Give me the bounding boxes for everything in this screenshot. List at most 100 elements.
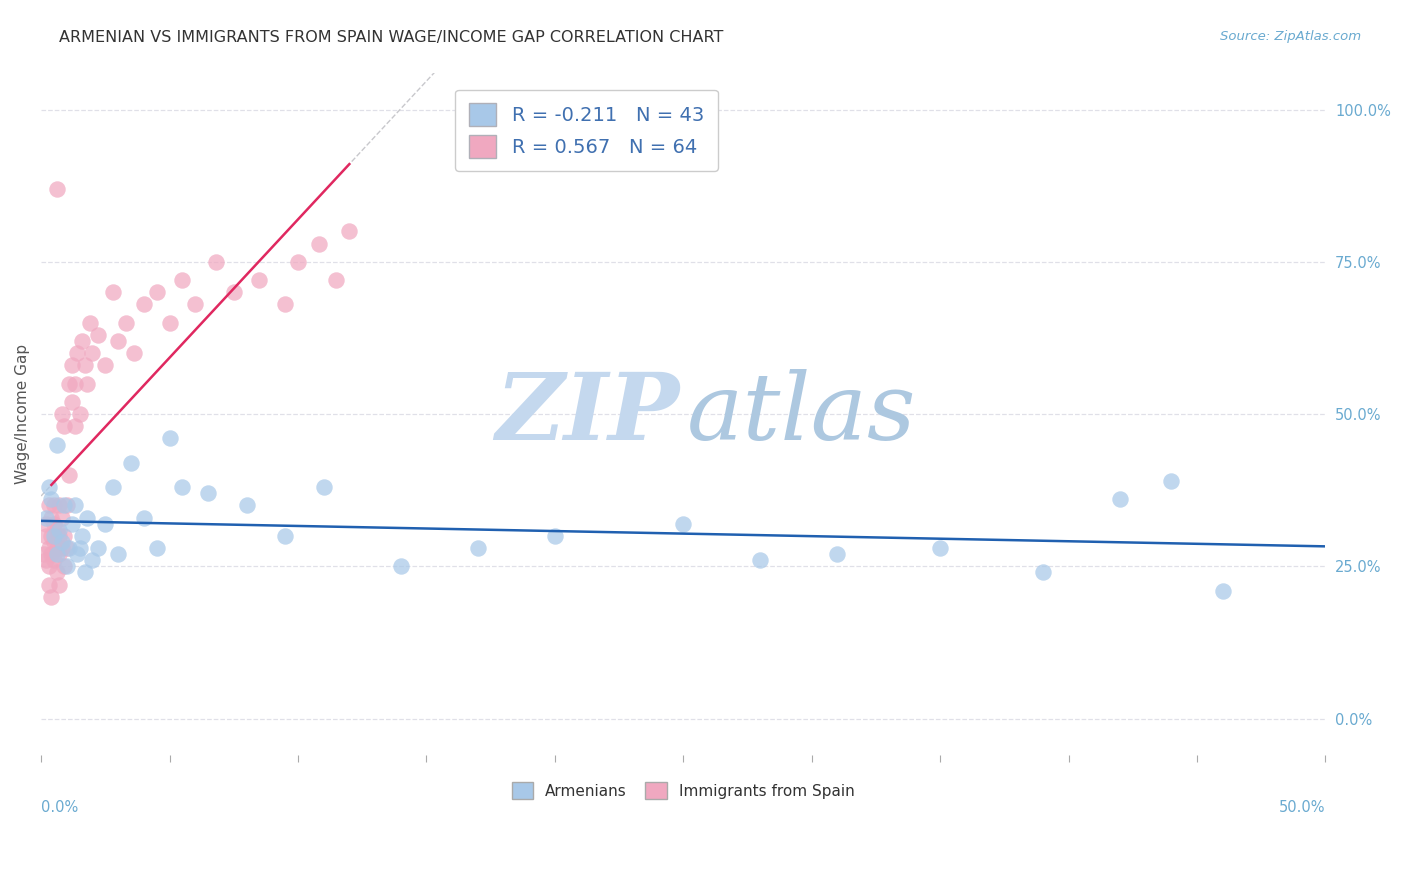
Point xyxy=(51,510,73,524)
Point xyxy=(115,316,138,330)
Point xyxy=(42,529,65,543)
Point xyxy=(101,285,124,300)
Point xyxy=(48,529,70,543)
Point xyxy=(73,359,96,373)
Point xyxy=(82,553,104,567)
Point xyxy=(56,499,79,513)
Point xyxy=(544,529,567,543)
Point xyxy=(107,547,129,561)
Point xyxy=(42,535,65,549)
Point xyxy=(274,297,297,311)
Point xyxy=(159,316,181,330)
Point xyxy=(35,510,58,524)
Point xyxy=(60,516,83,531)
Point xyxy=(35,516,58,531)
Point xyxy=(42,516,65,531)
Point xyxy=(145,285,167,300)
Point xyxy=(66,547,89,561)
Point xyxy=(197,486,219,500)
Point xyxy=(79,316,101,330)
Point xyxy=(69,407,91,421)
Point xyxy=(1160,474,1182,488)
Point xyxy=(63,376,86,391)
Point xyxy=(389,559,412,574)
Point xyxy=(145,541,167,555)
Point xyxy=(53,419,76,434)
Point xyxy=(45,541,67,555)
Point xyxy=(38,541,60,555)
Point xyxy=(107,334,129,348)
Point xyxy=(749,553,772,567)
Point xyxy=(325,273,347,287)
Point xyxy=(35,553,58,567)
Point xyxy=(94,359,117,373)
Point xyxy=(56,541,79,555)
Point xyxy=(672,516,695,531)
Point xyxy=(274,529,297,543)
Point xyxy=(51,407,73,421)
Point xyxy=(172,273,194,287)
Point xyxy=(66,346,89,360)
Point xyxy=(45,437,67,451)
Text: Source: ZipAtlas.com: Source: ZipAtlas.com xyxy=(1220,30,1361,44)
Point xyxy=(337,224,360,238)
Y-axis label: Wage/Income Gap: Wage/Income Gap xyxy=(15,344,30,484)
Point xyxy=(69,541,91,555)
Point xyxy=(41,492,63,507)
Point xyxy=(45,566,67,580)
Point xyxy=(51,541,73,555)
Point xyxy=(60,395,83,409)
Point xyxy=(86,541,108,555)
Legend: Armenians, Immigrants from Spain: Armenians, Immigrants from Spain xyxy=(506,775,860,805)
Point xyxy=(94,516,117,531)
Point xyxy=(73,566,96,580)
Point xyxy=(82,346,104,360)
Point xyxy=(41,529,63,543)
Point xyxy=(1032,566,1054,580)
Point xyxy=(41,510,63,524)
Point xyxy=(63,419,86,434)
Point xyxy=(45,182,67,196)
Point xyxy=(308,236,330,251)
Point xyxy=(287,254,309,268)
Point xyxy=(35,529,58,543)
Text: atlas: atlas xyxy=(688,369,917,459)
Point xyxy=(172,480,194,494)
Point xyxy=(38,559,60,574)
Point xyxy=(132,297,155,311)
Point xyxy=(41,547,63,561)
Point xyxy=(1212,583,1234,598)
Point xyxy=(101,480,124,494)
Point xyxy=(122,346,145,360)
Point xyxy=(132,510,155,524)
Point xyxy=(53,559,76,574)
Point xyxy=(63,499,86,513)
Point xyxy=(76,510,98,524)
Point xyxy=(42,553,65,567)
Point xyxy=(58,467,80,482)
Point xyxy=(86,327,108,342)
Point xyxy=(159,431,181,445)
Point xyxy=(120,456,142,470)
Point xyxy=(56,559,79,574)
Point xyxy=(45,523,67,537)
Point xyxy=(53,529,76,543)
Point xyxy=(38,577,60,591)
Point xyxy=(249,273,271,287)
Point xyxy=(42,499,65,513)
Point xyxy=(70,529,93,543)
Point xyxy=(38,499,60,513)
Point xyxy=(467,541,489,555)
Point xyxy=(51,535,73,549)
Point xyxy=(45,547,67,561)
Point xyxy=(827,547,849,561)
Point xyxy=(312,480,335,494)
Point xyxy=(184,297,207,311)
Point xyxy=(929,541,952,555)
Point xyxy=(48,499,70,513)
Point xyxy=(58,376,80,391)
Point xyxy=(70,334,93,348)
Point xyxy=(204,254,226,268)
Text: ARMENIAN VS IMMIGRANTS FROM SPAIN WAGE/INCOME GAP CORRELATION CHART: ARMENIAN VS IMMIGRANTS FROM SPAIN WAGE/I… xyxy=(59,30,724,45)
Point xyxy=(222,285,245,300)
